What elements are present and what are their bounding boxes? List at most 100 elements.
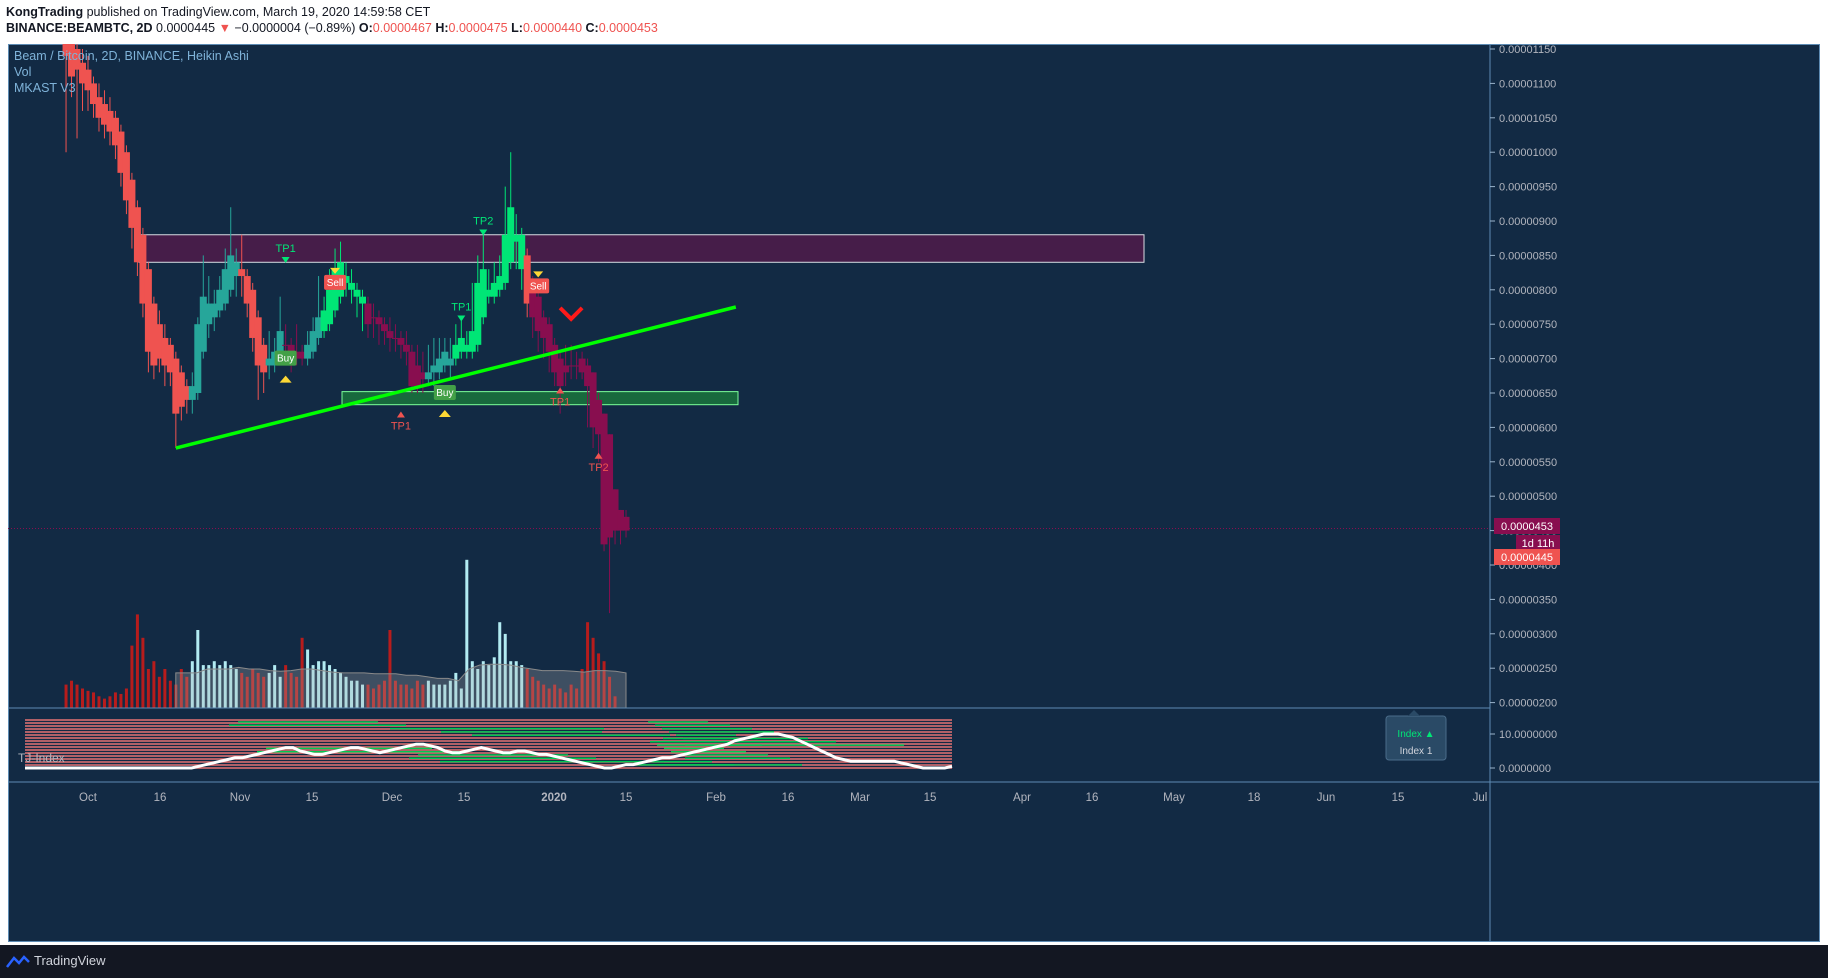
candle-body (221, 269, 229, 304)
signals: Buy Buy Sell Sell TP1 TP2 TP1 TP1 TP1 TP2 (274, 215, 609, 474)
x-tick-label: 16 (782, 792, 795, 804)
candle-body (177, 372, 185, 407)
tradingview-logo-icon[interactable] (6, 954, 30, 968)
volume-bar (201, 665, 205, 708)
x-tick-label: Apr (1013, 792, 1031, 804)
volume-bar (311, 665, 315, 708)
candle-body (249, 289, 257, 338)
candle-body (128, 179, 136, 228)
y-tick-label: 0.00000900 (1499, 216, 1557, 228)
take-profit-label: TP1 (391, 421, 411, 433)
volume-bar (262, 676, 266, 708)
volume-bar (399, 684, 403, 708)
buy-signal-label: Buy (277, 354, 294, 365)
close-value: 0.0000453 (598, 21, 658, 35)
candle-body (556, 358, 564, 387)
x-tick-label: 16 (154, 792, 167, 804)
candle-body (194, 324, 202, 393)
candle-body (567, 365, 575, 367)
last-price-tag: 0.0000445 (1501, 552, 1553, 564)
candle-body (139, 234, 147, 304)
candle-body (359, 296, 366, 304)
tj-y-tick-label: 10.0000000 (1499, 729, 1557, 741)
volume-bar (432, 684, 436, 708)
volume-bar (146, 669, 150, 708)
candle-body (155, 324, 163, 359)
index-legend-box[interactable]: Index ▲ Index 1 (1385, 710, 1447, 761)
candle-body (589, 372, 597, 428)
x-tick-label: Mar (850, 792, 870, 804)
candle-body (501, 234, 509, 283)
candle-body (584, 365, 592, 387)
y-tick-label: 0.00000200 (1499, 698, 1557, 710)
volume-bar (163, 669, 167, 708)
volume-bar (328, 665, 332, 708)
candle-body (183, 386, 191, 400)
candle-body (391, 337, 399, 339)
down-arrow-icon: ▼ (218, 21, 231, 35)
volume-bar (152, 661, 156, 708)
volume-bar (520, 665, 524, 708)
candle-body (606, 434, 614, 538)
low-value: 0.0000440 (522, 21, 583, 35)
brand-name[interactable]: TradingView (34, 953, 106, 968)
candle-body (562, 365, 570, 373)
open-value: 0.0000467 (372, 21, 432, 35)
volume-bar (404, 684, 408, 708)
volume-bar (498, 622, 502, 708)
candle-body (315, 317, 323, 338)
y-tick-label: 0.00000750 (1499, 319, 1557, 331)
volume-bar (564, 692, 568, 708)
y-tick-label: 0.00001150 (1499, 44, 1556, 56)
chart-canvas[interactable]: Buy Buy Sell Sell TP1 TP2 TP1 TP1 TP1 TP2 0.00001… (8, 44, 1820, 942)
x-tick-label: Jun (1317, 792, 1336, 804)
candle-body (304, 344, 312, 359)
candle-body (122, 152, 130, 201)
candle-body (452, 344, 460, 359)
volume-bar (558, 688, 562, 708)
y-tick-label: 0.00000650 (1499, 388, 1557, 400)
volume-bar (284, 665, 288, 708)
candle-body (348, 282, 356, 290)
candle-body (298, 351, 306, 359)
volume-bar (459, 688, 463, 708)
candle-body (265, 358, 273, 366)
candle-body (424, 372, 432, 380)
candle-body (529, 282, 537, 318)
down-arrow-icon (558, 306, 584, 322)
candle-body (117, 131, 125, 173)
take-profit-triangle-icon (479, 229, 488, 236)
volume-bar (64, 684, 68, 708)
candle-body (111, 117, 119, 146)
volume-bar (91, 692, 95, 708)
candle-body (435, 358, 443, 373)
header: KongTrading published on TradingView.com… (0, 0, 1828, 42)
ascending-trendline (175, 305, 737, 450)
candle-body (216, 289, 224, 311)
zones (138, 234, 1145, 406)
candle-body (166, 344, 174, 373)
axes: 0.00001150 0.00001100 0.00001050 0.00001000… (8, 44, 1820, 942)
low-label: L: (511, 21, 523, 35)
volume-bar (437, 684, 441, 708)
footer: TradingView (0, 945, 1828, 978)
x-tick-label: 15 (306, 792, 319, 804)
volume-bar (102, 698, 106, 708)
candle-body (468, 331, 476, 352)
volume-bar (487, 665, 491, 708)
x-tick-label: 15 (620, 792, 633, 804)
symbol-label: BINANCE:BEAMBTC, 2D (6, 21, 153, 35)
volume-bar (470, 661, 474, 708)
candle-body (512, 234, 520, 242)
x-tick-label: 15 (924, 792, 937, 804)
volume-bar (317, 661, 321, 708)
author-name[interactable]: KongTrading (6, 5, 84, 19)
volume-bar (547, 688, 551, 708)
y-tick-label: 0.00000300 (1499, 629, 1557, 641)
candle-body (479, 269, 487, 318)
volume-bar (300, 637, 304, 708)
candle-body (309, 331, 317, 352)
volume-ma-area (175, 663, 627, 709)
buy-signal-box (433, 385, 456, 400)
volume-pane (64, 559, 627, 709)
